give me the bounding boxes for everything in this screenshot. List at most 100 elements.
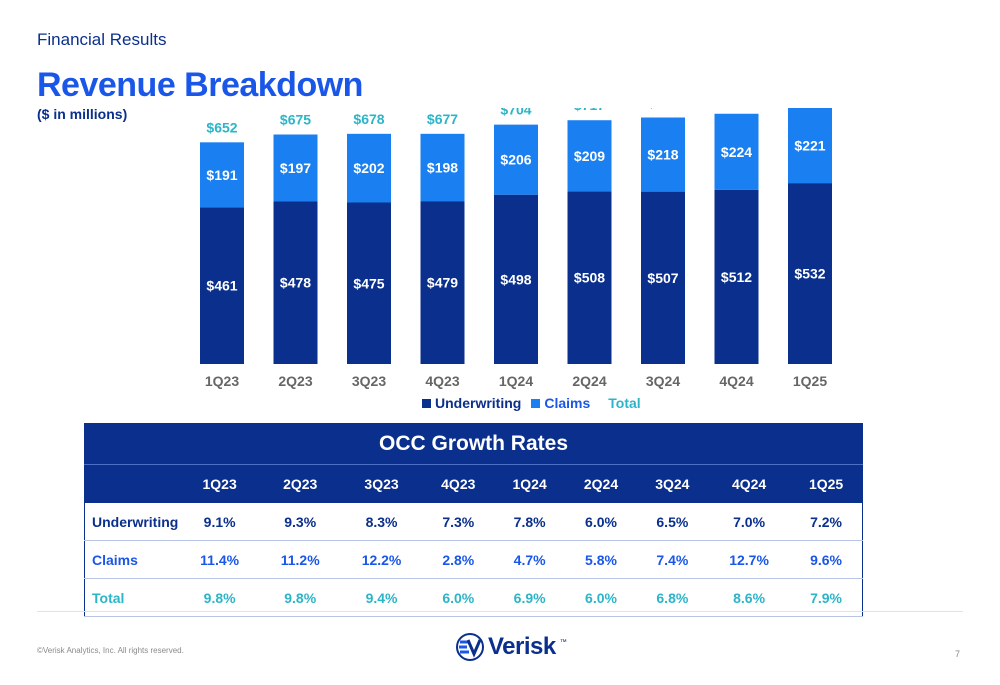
row-label: Claims — [84, 540, 180, 579]
table-cell: 4.7% — [493, 540, 566, 579]
verisk-logo: Verisk ™ — [456, 633, 567, 661]
table-header-cell: 1Q23 — [179, 464, 260, 503]
bar-underwriting — [347, 202, 391, 364]
bar-underwriting — [494, 194, 538, 364]
x-tick-label: 1Q25 — [793, 373, 827, 389]
table-header-cell: 3Q24 — [636, 464, 709, 503]
bar-label-underwriting: $498 — [500, 271, 531, 287]
revenue-stacked-bar-chart: $461 $191 $652 1Q23 $478 $197 $675 2Q23 $475 $202… — [200, 108, 832, 389]
bar-underwriting — [641, 191, 685, 364]
legend-swatch-claims — [531, 398, 541, 408]
bar-label-underwriting: $508 — [574, 270, 605, 286]
page-title: Revenue Breakdown — [37, 66, 363, 104]
total-label: $677 — [427, 111, 458, 127]
bar-label-claims: $218 — [647, 147, 678, 163]
table-cell: 7.8% — [493, 503, 566, 541]
bar-label-claims: $197 — [280, 160, 311, 176]
bar-underwriting — [200, 207, 244, 364]
bar-claims — [273, 134, 318, 202]
table-cell: 5.8% — [565, 540, 637, 579]
footer-divider — [37, 611, 963, 612]
bar-label-claims: $202 — [353, 160, 384, 176]
x-tick-label: 1Q23 — [205, 373, 239, 389]
bar-label-underwriting: $512 — [721, 269, 752, 285]
table-title: OCC Growth Rates — [84, 423, 863, 465]
bar-label-underwriting: $478 — [280, 275, 311, 291]
bar-underwriting — [714, 189, 759, 364]
table-cell: 9.8% — [259, 578, 341, 617]
total-label: $717 — [574, 108, 605, 113]
bar-claims — [494, 124, 538, 195]
table-cell: 6.5% — [636, 503, 709, 541]
bar-underwriting — [567, 191, 612, 364]
table-cell: 8.3% — [340, 503, 423, 541]
table-cell: 11.4% — [179, 540, 260, 579]
x-tick-label: 3Q24 — [646, 373, 680, 389]
section-label: Financial Results — [37, 30, 167, 49]
bar-underwriting — [788, 183, 832, 364]
table-row-total: Total 9.8% 9.8% 9.4% 6.0% 6.9% 6.0% 6.8%… — [84, 578, 863, 617]
bar-label-underwriting: $479 — [427, 275, 458, 291]
bar-claims — [714, 113, 759, 190]
legend-item-underwriting: Underwriting — [422, 395, 521, 411]
table-row-underwriting: Underwriting 9.1% 9.3% 8.3% 7.3% 7.8% 6.… — [84, 503, 863, 541]
table-row-claims: Claims 11.4% 11.2% 12.2% 2.8% 4.7% 5.8% … — [84, 540, 863, 579]
legend-label-underwriting: Underwriting — [435, 395, 522, 411]
table-cell: 6.0% — [422, 578, 494, 617]
table-header-cell: 4Q24 — [708, 464, 791, 503]
x-tick-label: 2Q23 — [278, 373, 312, 389]
total-label: $652 — [206, 119, 237, 135]
table-header-cell: 3Q23 — [340, 464, 423, 503]
table-cell: 9.6% — [790, 540, 863, 579]
bar-label-claims: $191 — [206, 167, 237, 183]
table-cell: 6.8% — [636, 578, 709, 617]
table-cell: 7.9% — [790, 578, 863, 617]
table-header-cell: 1Q25 — [790, 464, 863, 503]
table-cell: 6.0% — [565, 578, 637, 617]
table-cell: 9.8% — [179, 578, 260, 617]
bar-claims — [788, 108, 832, 184]
table-header-cell: 1Q24 — [493, 464, 566, 503]
copyright-text: ©Verisk Analytics, Inc. All rights reser… — [37, 646, 184, 655]
row-label: Underwriting — [84, 503, 180, 541]
table-cell: 9.1% — [179, 503, 260, 541]
row-label: Total — [84, 578, 180, 617]
bar-label-underwriting: $475 — [353, 275, 384, 291]
total-label: $725 — [647, 108, 678, 111]
bar-claims — [567, 120, 612, 192]
x-tick-label: 4Q24 — [719, 373, 753, 389]
legend-item-claims: Claims — [531, 395, 590, 411]
table-cell: 9.3% — [259, 503, 341, 541]
x-tick-label: 4Q23 — [425, 373, 459, 389]
bar-label-claims: $224 — [721, 144, 752, 160]
occ-growth-table: OCC Growth Rates 1Q23 2Q23 3Q23 4Q23 1Q2… — [84, 423, 863, 617]
bar-label-claims: $209 — [574, 148, 605, 164]
legend-swatch-underwriting — [422, 398, 431, 408]
table-cell: 6.9% — [493, 578, 566, 617]
legend-label-claims: Claims — [544, 395, 591, 411]
bar-claims — [641, 117, 685, 192]
table-cell: 12.2% — [340, 540, 423, 579]
bar-underwriting — [273, 201, 318, 364]
logo-trademark: ™ — [559, 639, 567, 646]
x-tick-label: 3Q23 — [352, 373, 386, 389]
table-cell: 11.2% — [259, 540, 341, 579]
table-header-row: 1Q23 2Q23 3Q23 4Q23 1Q24 2Q24 3Q24 4Q24 … — [84, 464, 863, 503]
bar-label-claims: $206 — [500, 152, 531, 168]
table-cell: 7.0% — [708, 503, 791, 541]
chart-legend: Underwriting Claims Total — [422, 395, 641, 411]
table-cell: 2.8% — [422, 540, 494, 579]
table-cell: 7.3% — [422, 503, 494, 541]
bar-underwriting — [420, 201, 465, 364]
table-cell: 12.7% — [708, 540, 791, 579]
table-header-cell: 2Q24 — [565, 464, 637, 503]
table-cell: 9.4% — [340, 578, 423, 617]
table-header-cell: 4Q23 — [422, 464, 494, 503]
table-header-blank — [84, 464, 180, 503]
page-subtitle: ($ in millions) — [37, 106, 128, 122]
bar-claims — [347, 133, 391, 203]
bar-claims — [420, 133, 465, 202]
table-cell: 7.4% — [636, 540, 709, 579]
bar-label-claims: $221 — [794, 138, 825, 154]
logo-wordmark: Verisk — [488, 633, 556, 660]
